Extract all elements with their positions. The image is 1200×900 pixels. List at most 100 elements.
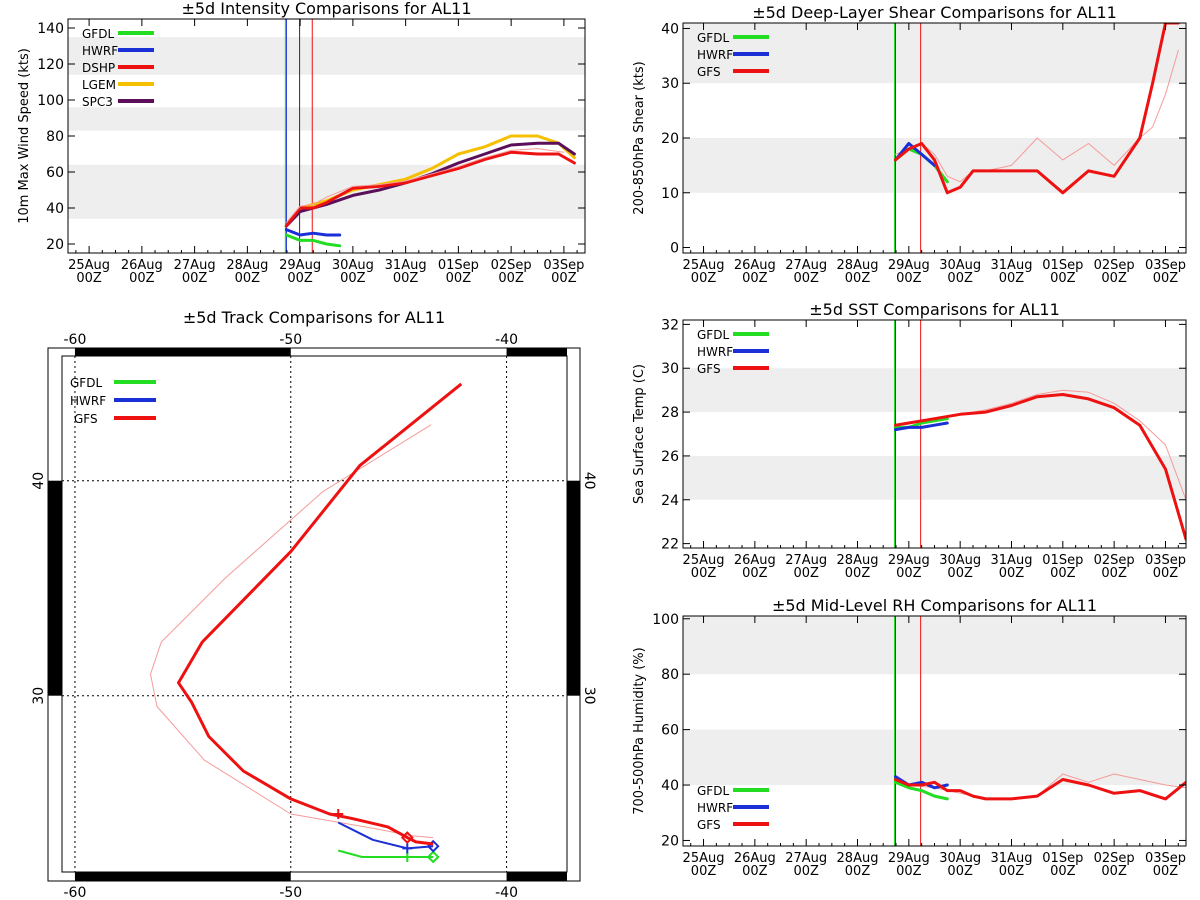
legend-label-gfdl: GFDL [697, 784, 729, 798]
x-tick-label: 00Z [76, 271, 102, 286]
legend-label-gfs: GFS [74, 412, 98, 426]
x-tick-label: 00Z [551, 271, 577, 286]
y-tick-label: 30 [661, 361, 679, 377]
x-tick-label: 00Z [393, 271, 419, 286]
track-line-gfs-light [150, 424, 434, 839]
lon-tick-label-top: -60 [64, 332, 87, 348]
track-line-gfs [177, 382, 463, 846]
x-tick-label: 00Z [896, 864, 922, 879]
y-tick-label: 40 [46, 201, 64, 217]
x-tick-label: 00Z [793, 271, 819, 286]
chart-title: ±5d Mid-Level RH Comparisons for AL11 [772, 596, 1097, 615]
x-tick-label: 00Z [845, 566, 871, 581]
chart-rh: 2040608010025Aug00Z26Aug00Z27Aug00Z28Aug… [632, 596, 1187, 879]
x-tick-label: 00Z [235, 271, 261, 286]
chart-track: -60 -60 -50 -50 -40 -40 30 30 40 40 GFDL HWRF GFS ±5d… [31, 308, 597, 900]
x-tick-label: 00Z [1101, 271, 1127, 286]
legend-label-lgem: LGEM [82, 78, 116, 92]
y-axis-label: 700-500hPa Humidity (%) [632, 647, 647, 814]
x-tick-label: 00Z [999, 864, 1025, 879]
series-group [894, 773, 1186, 801]
series-line-gfs [894, 23, 1180, 195]
x-tick-label: 26Aug [734, 258, 776, 273]
x-tick-label: 25Aug [683, 258, 725, 273]
x-tick-label: 30Aug [332, 258, 374, 273]
y-tick-label: 60 [46, 165, 64, 181]
series-line-hwrf [894, 421, 949, 432]
x-tick-label: 00Z [742, 271, 768, 286]
lon-tick-label-top: -50 [279, 332, 302, 348]
series-group [284, 134, 576, 248]
x-tick-label: 31Aug [991, 258, 1033, 273]
y-tick-label: 24 [661, 493, 679, 509]
x-tick-label: 00Z [129, 271, 155, 286]
chart-intensity: 2040608010012014025Aug00Z26Aug00Z27Aug00… [17, 0, 586, 286]
x-tick-label: 02Sep [491, 258, 532, 273]
chart-title: ±5d Track Comparisons for AL11 [183, 308, 445, 327]
x-tick-label: 26Aug [734, 851, 776, 866]
x-tick-label: 27Aug [785, 553, 827, 568]
x-tick-label: 29Aug [888, 258, 930, 273]
map-border-bar [74, 348, 291, 356]
lat-tick-label-left: 40 [31, 472, 47, 490]
plot-frame [682, 319, 1187, 549]
x-tick-label: 28Aug [837, 553, 879, 568]
y-tick-label: 20 [661, 131, 679, 147]
y-tick-label: 80 [46, 129, 64, 145]
y-tick-label: 22 [661, 537, 679, 553]
x-tick-label: 02Sep [1094, 258, 1135, 273]
x-tick-label: 00Z [1153, 864, 1179, 879]
series-line-hwrf [894, 142, 936, 167]
x-tick-label: 30Aug [939, 553, 981, 568]
y-tick-label: 30 [661, 76, 679, 92]
x-tick-label: 27Aug [174, 258, 216, 273]
x-tick-label: 28Aug [837, 851, 879, 866]
legend-label-hwrf: HWRF [70, 394, 106, 408]
map-border-bar [74, 872, 291, 881]
x-tick-label: 00Z [947, 271, 973, 286]
x-tick-label: 00Z [947, 566, 973, 581]
series-line-gfs [894, 778, 1186, 801]
series-line-gfdl [894, 780, 949, 801]
series-line-hwrf [284, 228, 342, 237]
x-tick-label: 03Sep [1145, 553, 1186, 568]
legend-label-gfdl: GFDL [82, 27, 114, 41]
map-plot-frame [61, 355, 568, 873]
chart-title: ±5d Intensity Comparisons for AL11 [181, 0, 471, 18]
chart-sst: 22242628303225Aug00Z26Aug00Z27Aug00Z28Au… [632, 300, 1187, 581]
x-tick-label: 31Aug [385, 258, 427, 273]
y-tick-label: 120 [37, 57, 64, 73]
series-line-dshp [284, 150, 576, 228]
map-border-bar [506, 348, 567, 356]
x-tick-label: 00Z [1050, 566, 1076, 581]
legend-label-dshp: DSHP [82, 61, 115, 75]
x-tick-label: 00Z [845, 271, 871, 286]
x-tick-label: 00Z [793, 566, 819, 581]
track-marker-plus [333, 808, 344, 819]
legend-label-gfdl: GFDL [70, 376, 102, 390]
x-tick-label: 00Z [896, 566, 922, 581]
x-tick-label: 30Aug [939, 258, 981, 273]
legend-label-gfdl: GFDL [697, 31, 729, 45]
y-axis-label: 200-850hPa Shear (kts) [632, 61, 647, 214]
x-tick-label: 29Aug [888, 851, 930, 866]
x-tick-label: 01Sep [438, 258, 479, 273]
series-line-gfs [894, 393, 1186, 541]
shaded-band-1 [68, 107, 585, 131]
lat-tick-label-left: 30 [31, 687, 47, 705]
series-line-gfdl [284, 233, 342, 248]
x-tick-label: 00Z [742, 566, 768, 581]
x-tick-label: 00Z [1101, 864, 1127, 879]
x-tick-label: 00Z [446, 271, 472, 286]
legend-label-gfs: GFS [697, 65, 721, 79]
y-tick-label: 20 [661, 833, 679, 849]
x-tick-label: 00Z [691, 566, 717, 581]
track-marker-diamond [426, 850, 440, 864]
track-marker-plus [402, 843, 413, 854]
y-tick-label: 60 [661, 723, 679, 739]
shaded-band-1 [683, 616, 1186, 675]
x-tick-label: 00Z [1153, 271, 1179, 286]
x-tick-label: 00Z [999, 566, 1025, 581]
legend-label-gfs: GFS [697, 818, 721, 832]
x-tick-label: 02Sep [1094, 553, 1135, 568]
